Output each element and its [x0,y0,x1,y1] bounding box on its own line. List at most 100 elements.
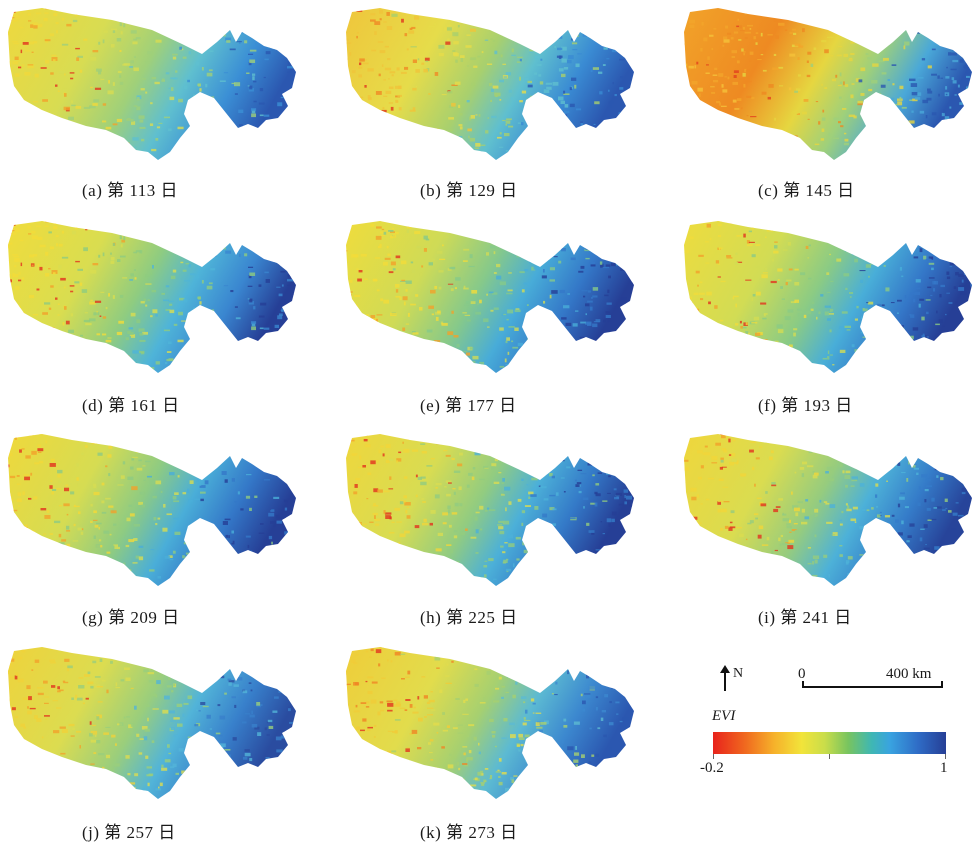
map-pixel-patch [589,262,596,265]
map-pixel-patch [45,273,50,277]
map-pixel-patch [263,133,269,136]
map-pixel-patch [284,531,290,535]
map-pixel-patch [934,443,940,446]
map-pixel-patch [35,788,39,791]
scale-end-label: 400 km [886,666,932,682]
map-pixel-patch [954,34,957,38]
map-pixel-patch [139,119,144,123]
map-pixel-patch [722,151,725,155]
map-pixel-patch [523,717,526,720]
map-pixel-patch [637,772,640,775]
map-pixel-patch [523,549,530,554]
map-pixel-patch [391,74,394,77]
map-pixel-patch [134,269,136,271]
map-pixel-patch [514,309,521,313]
map-pixel-patch [258,532,265,534]
map-pixel-patch [260,302,267,306]
map-pixel-patch [136,319,141,324]
map-pixel-patch [128,504,133,507]
map-pixel-patch [538,368,542,371]
map-pixel-patch [273,789,279,793]
map-pixel-patch [684,467,689,471]
map-pixel-patch [151,289,157,293]
evi-map [8,434,296,586]
map-pixel-patch [365,706,370,708]
map-pixel-patch [700,434,703,435]
map-pixel-patch [874,28,880,31]
map-pixel-patch [716,579,722,583]
map-pixel-patch [421,62,425,65]
map-pixel-patch [359,58,365,62]
map-pixel-patch [253,27,260,30]
map-pixel-patch [774,245,778,249]
map-pixel-patch [484,574,487,578]
map-pixel-patch [212,127,217,132]
map-pixel-patch [375,649,382,654]
map-pixel-patch [101,482,105,486]
map-pixel-patch [494,457,499,462]
map-pixel-patch [372,278,377,282]
map-pixel-patch [547,443,550,447]
map-pixel-patch [155,39,162,43]
map-pixel-patch [181,11,184,15]
map-pixel-patch [517,642,523,644]
map-pixel-patch [187,79,190,83]
map-pixel-patch [919,298,924,301]
map-pixel-patch [379,243,382,247]
map-pixel-patch [33,41,38,44]
map-pixel-patch [944,134,952,138]
map-pixel-patch [64,286,66,289]
map-pixel-patch [478,751,481,755]
map-pixel-patch [821,128,825,132]
map-pixel-patch [860,67,866,72]
map-pixel-patch [871,232,874,234]
map-pixel-patch [231,530,234,534]
map-pixel-patch [866,129,869,132]
map-pixel-patch [882,57,889,61]
map-pixel-patch [246,474,252,476]
map-pixel-patch [211,252,217,257]
map-pixel-patch [939,294,942,298]
map-pixel-patch [66,513,69,516]
map-pixel-patch [243,769,246,774]
map-pixel-patch [132,562,138,564]
map-pixel-patch [16,475,20,477]
map-pixel-patch [53,226,58,230]
map-pixel-patch [924,499,927,503]
map-pixel-patch [9,676,13,680]
map-pixel-patch [50,285,54,288]
map-pixel-patch [21,448,25,450]
map-pixel-patch [276,749,283,753]
map-pixel-patch [207,362,214,367]
map-pixel-patch [405,699,411,701]
map-pixel-patch [435,483,442,486]
map-pixel-patch [563,90,566,94]
map-pixel-patch [488,509,496,511]
map-pixel-patch [684,507,685,511]
map-pixel-patch [787,434,794,437]
map-pixel-patch [606,371,611,373]
map-pixel-patch [398,107,402,111]
map-pixel-patch [20,557,25,561]
panel-caption: (a) 第 113 日 [82,181,178,200]
map-pixel-patch [417,58,420,61]
map-pixel-patch [711,548,714,551]
map-pixel-patch [962,109,967,113]
map-pixel-patch [966,16,972,19]
map-pixel-patch [442,522,447,525]
map-pixel-patch [422,781,428,784]
map-pixel-patch [594,502,598,507]
map-pixel-patch [614,94,617,97]
map-pixel-patch [347,150,352,154]
map-pixel-patch [198,710,201,712]
map-pixel-patch [387,702,394,707]
map-pixel-patch [193,307,200,310]
map-pixel-patch [767,96,771,100]
map-pixel-patch [38,451,42,453]
map-pixel-patch [231,696,236,699]
map-pixel-patch [414,125,420,127]
map-pixel-patch [546,105,551,109]
map-pixel-patch [37,343,42,345]
map-pixel-patch [451,512,458,515]
map-pixel-patch [705,142,712,147]
